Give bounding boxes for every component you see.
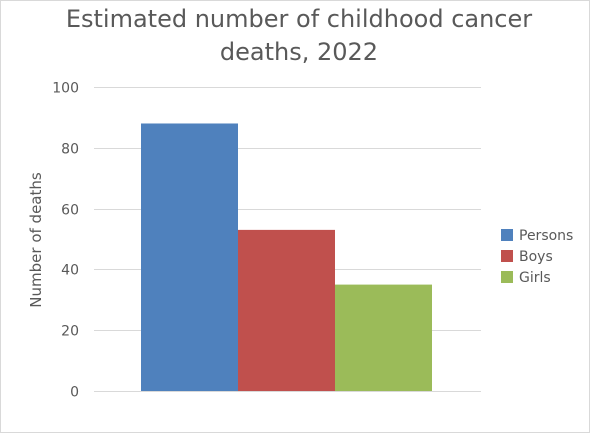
y-tick-label-0: 0 <box>70 385 79 401</box>
y-tick-label-100: 100 <box>52 81 79 97</box>
y-tick-label-80: 80 <box>61 142 79 158</box>
chart-title-line-2: deaths, 2022 <box>220 38 378 66</box>
legend-swatch-persons <box>501 229 513 241</box>
legend-label-girls: Girls <box>519 270 551 286</box>
legend-label-boys: Boys <box>519 249 553 265</box>
bar-boys <box>238 229 335 391</box>
bars <box>141 123 432 391</box>
bar-persons <box>141 123 238 391</box>
legend: Persons Boys Girls <box>501 228 573 286</box>
y-tick-labels: 0 20 40 60 80 100 <box>52 81 79 401</box>
chart-title-line-1: Estimated number of childhood cancer <box>66 5 532 33</box>
legend-swatch-boys <box>501 250 513 262</box>
legend-label-persons: Persons <box>519 228 573 244</box>
y-tick-label-60: 60 <box>61 203 79 219</box>
y-tick-label-20: 20 <box>61 324 79 340</box>
y-tick-label-40: 40 <box>61 263 79 279</box>
bar-girls <box>335 284 432 391</box>
y-axis-title: Number of deaths <box>27 172 45 308</box>
legend-swatch-girls <box>501 271 513 283</box>
